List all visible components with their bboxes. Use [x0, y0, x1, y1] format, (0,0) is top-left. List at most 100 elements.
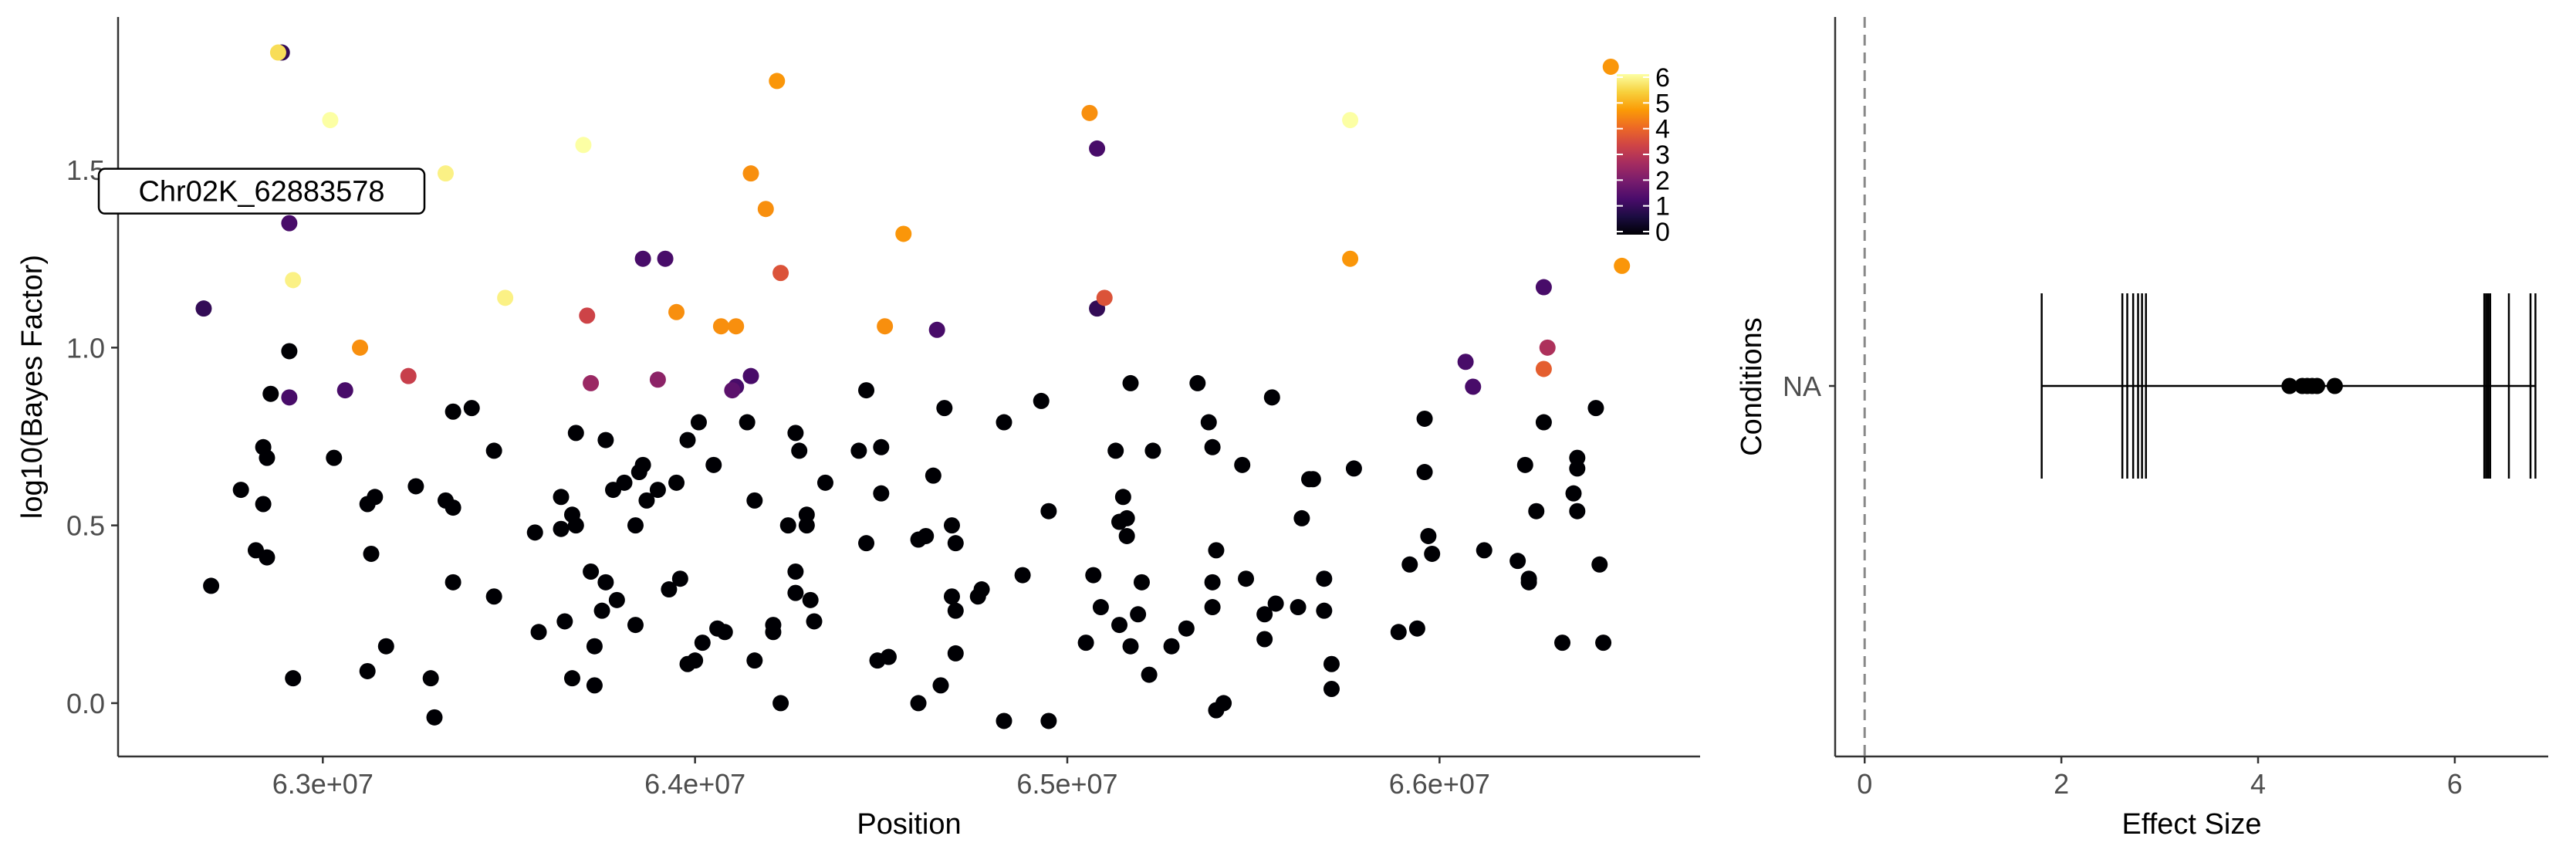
left-x-axis-title: Position	[857, 808, 961, 841]
data-point	[1304, 471, 1321, 488]
data-point	[1215, 695, 1232, 712]
right-y-tick-label: NA	[1783, 371, 1821, 402]
data-point	[1178, 620, 1195, 637]
data-point	[567, 425, 584, 442]
data-point	[742, 165, 759, 182]
data-point	[858, 382, 875, 399]
data-point	[1602, 58, 1619, 75]
data-point	[1111, 617, 1128, 634]
data-point	[445, 574, 461, 591]
data-point	[195, 300, 212, 317]
data-point	[255, 496, 272, 513]
data-point	[787, 425, 804, 442]
data-point	[1204, 599, 1221, 616]
data-point	[463, 400, 480, 417]
data-point	[1144, 442, 1161, 459]
data-point	[285, 272, 302, 289]
data-point	[583, 374, 600, 391]
data-point	[1040, 712, 1057, 729]
data-point	[1535, 414, 1552, 431]
right-x-axis-title: Effect Size	[2122, 808, 2262, 841]
data-point	[716, 624, 733, 641]
data-point	[400, 367, 417, 384]
data-point	[352, 339, 369, 356]
data-point	[377, 638, 394, 655]
data-point	[1528, 503, 1545, 519]
data-point	[1092, 599, 1109, 616]
data-point	[858, 535, 875, 552]
data-point	[873, 438, 890, 455]
data-point	[1595, 635, 1612, 651]
effect-point	[2326, 377, 2343, 394]
data-point	[757, 201, 774, 218]
data-point	[497, 289, 514, 306]
data-point	[947, 535, 964, 552]
data-point	[798, 517, 815, 534]
data-point	[1267, 595, 1284, 612]
data-point	[816, 474, 833, 491]
data-point	[1316, 570, 1333, 587]
legend-tick-label: 5	[1655, 89, 1670, 118]
data-point	[1189, 374, 1206, 391]
left-x-tick-label: 6.3e+07	[272, 768, 374, 800]
data-point	[769, 73, 786, 90]
data-point	[1200, 414, 1217, 431]
data-point	[422, 670, 439, 687]
data-point	[597, 432, 614, 448]
data-point	[526, 524, 543, 541]
left-y-tick-label: 0.5	[66, 510, 105, 542]
data-point	[649, 371, 666, 388]
data-point	[1323, 680, 1340, 697]
data-point	[661, 581, 678, 598]
left-x-tick-label: 6.6e+07	[1389, 768, 1490, 800]
data-point	[269, 44, 286, 61]
right-x-ticks: 0 2 4 6	[1857, 756, 2463, 800]
left-y-tick-label: 1.0	[66, 332, 105, 364]
data-point	[943, 588, 960, 605]
data-point	[553, 489, 570, 506]
data-point	[668, 474, 685, 491]
data-point	[668, 303, 685, 320]
data-point	[1420, 527, 1437, 544]
right-y-tick: NA	[1783, 371, 1835, 402]
data-point	[616, 474, 633, 491]
data-point	[996, 414, 1012, 431]
data-point	[556, 613, 573, 630]
data-point	[687, 652, 704, 669]
data-point	[1107, 442, 1124, 459]
data-point	[1204, 438, 1221, 455]
manhattan-panel: 6.3e+07 6.4e+07 6.5e+07 6.6e+07 0.00.51.01.…	[16, 17, 1700, 841]
data-point	[1569, 460, 1586, 477]
data-point	[705, 456, 722, 473]
data-point	[728, 318, 745, 335]
data-point	[742, 367, 759, 384]
data-point	[1033, 392, 1050, 409]
data-point	[1539, 339, 1556, 356]
data-point	[1122, 374, 1139, 391]
data-point	[928, 321, 945, 338]
right-x-tick-label: 0	[1857, 768, 1872, 800]
data-point	[627, 517, 644, 534]
data-point	[1238, 570, 1255, 587]
data-point	[1408, 620, 1425, 637]
data-point	[1263, 389, 1280, 406]
data-point	[285, 670, 302, 687]
data-point	[426, 709, 443, 726]
data-point	[563, 670, 580, 687]
data-point	[1342, 250, 1359, 267]
left-x-ticks: 6.3e+07 6.4e+07 6.5e+07 6.6e+07	[272, 756, 1490, 800]
data-point	[1204, 574, 1221, 591]
legend-tick-label: 2	[1655, 166, 1670, 195]
data-point	[1234, 456, 1251, 473]
data-point	[1416, 464, 1433, 481]
data-point	[873, 485, 890, 502]
data-point	[1096, 289, 1113, 306]
data-point	[1133, 574, 1150, 591]
data-point	[787, 584, 804, 601]
data-point	[1587, 400, 1604, 417]
left-x-tick-label: 6.5e+07	[1016, 768, 1117, 800]
data-point	[1077, 635, 1094, 651]
data-point	[947, 602, 964, 619]
